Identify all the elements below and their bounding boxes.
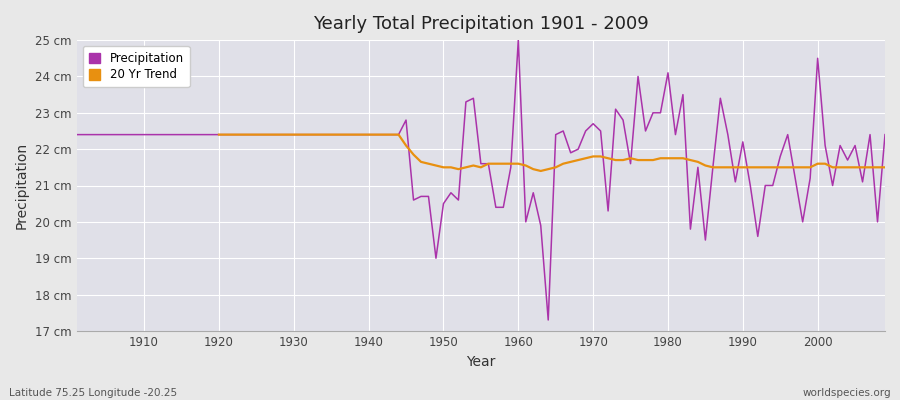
Y-axis label: Precipitation: Precipitation — [15, 142, 29, 229]
20 Yr Trend — [303, 132, 314, 137]
20 Yr Trend — [685, 158, 696, 162]
Precipitation — [131, 132, 142, 137]
Text: worldspecies.org: worldspecies.org — [803, 388, 891, 398]
Precipitation — [543, 318, 553, 322]
Precipitation — [879, 132, 890, 137]
20 Yr Trend — [536, 168, 546, 173]
20 Yr Trend — [213, 132, 224, 137]
20 Yr Trend — [790, 165, 801, 170]
20 Yr Trend — [775, 165, 786, 170]
Precipitation — [520, 220, 531, 224]
Title: Yearly Total Precipitation 1901 - 2009: Yearly Total Precipitation 1901 - 2009 — [313, 15, 649, 33]
Line: 20 Yr Trend: 20 Yr Trend — [219, 135, 885, 171]
Legend: Precipitation, 20 Yr Trend: Precipitation, 20 Yr Trend — [83, 46, 190, 87]
20 Yr Trend — [879, 165, 890, 170]
Text: Latitude 75.25 Longitude -20.25: Latitude 75.25 Longitude -20.25 — [9, 388, 177, 398]
Line: Precipitation: Precipitation — [76, 40, 885, 320]
X-axis label: Year: Year — [466, 355, 496, 369]
Precipitation — [506, 165, 517, 170]
20 Yr Trend — [416, 160, 427, 164]
Precipitation — [617, 118, 628, 122]
Precipitation — [341, 132, 352, 137]
20 Yr Trend — [857, 165, 868, 170]
Precipitation — [71, 132, 82, 137]
Precipitation — [296, 132, 307, 137]
Precipitation — [513, 38, 524, 42]
